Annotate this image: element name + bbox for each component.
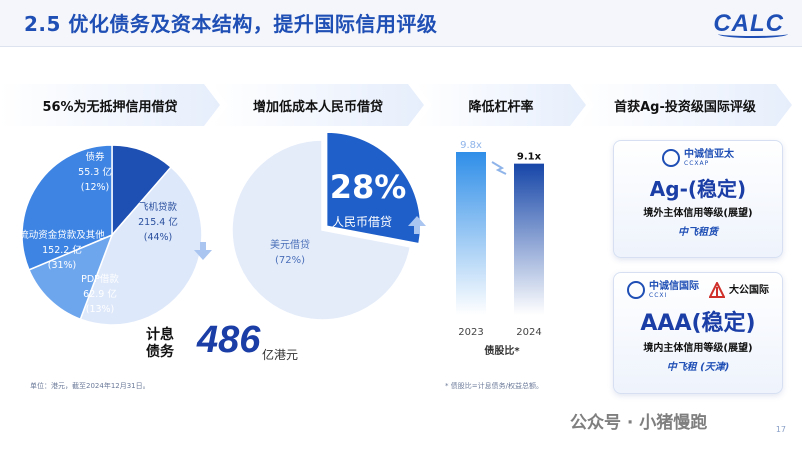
section-header-rmb: 增加低成本人民币借贷 [212,84,424,126]
pie1-slice-3 [21,144,113,271]
title-bar [0,0,802,46]
pie2-slice-0 [325,131,422,245]
rating-entity-ccxap: 中飞租赁 [678,227,718,238]
dagong-logo-icon [709,282,725,298]
pie1-label-2-1: 62.9 亿 [83,288,117,300]
bar-value-2024: 9.1x [517,152,542,163]
rating-value-ccxi: AAA(稳定) [640,311,756,336]
up-arrow-icon [408,216,426,234]
rating-value-ccxap: Ag-(稳定) [649,177,747,201]
pie1-slice-0 [111,144,173,238]
pie1-label-0-0: 债券 [85,151,105,163]
footnote-right: * 债股比=计息债务/权益总额。 [445,382,543,390]
section-label-leverage: 降低杠杆率 [468,99,534,115]
agency-name-ccxap: 中诚信亚太 [684,149,734,160]
agency-text-ccxi: 中诚信国际 CCXI [649,281,699,299]
rating-card-ccxap: 中诚信亚太 CCXAP Ag-(稳定) 境外主体信用等级(展望) 中飞租赁 [613,140,783,258]
total-debt-label-line1: 计息 [146,327,174,343]
logo-swoosh-icon [718,30,788,38]
agency-text-ccxap: 中诚信亚太 CCXAP [684,149,734,167]
bar-2024 [514,163,544,315]
agency-name-ccxi: 中诚信国际 [649,281,699,292]
pie1-label-3-0: 流动资金贷款及其他 [19,229,105,241]
agency-en-ccxi: CCXI [649,292,668,299]
total-debt-label-line2: 债务 [146,344,174,360]
rating-card-ccxi: 中诚信国际 CCXI 大公国际 AAA(稳定) 境内主体信用等级(展望) 中飞租… [613,272,783,394]
pie1-label-1-0: 飞机贷款 [139,201,178,213]
decline-arrow-icon [491,161,507,175]
page-number: 17 [775,425,786,434]
bar-xlabel: 债股比* [484,344,520,357]
rating-entity-ccxi: 中飞租 (天津) [666,362,730,373]
leverage-bar-chart: 9.8x 2023 9.1x 2024 债股比* [456,140,544,357]
pie1-label-3-1: 152.2 亿 [42,244,82,256]
footnote-left: 单位：港元，截至2024年12月31日。 [30,382,150,390]
rating-desc-ccxi: 境内主体信用等级(展望) [643,343,753,354]
bar-category-2023: 2023 [458,327,483,338]
pie2-usd-percent: (72%) [275,255,305,266]
agency-en-ccxap: CCXAP [684,160,710,167]
pie2-slice-1 [231,139,412,321]
bar-value-2023: 9.8x [460,140,482,151]
pie1-label-2-2: (13%) [86,304,115,315]
agency-name-dagong: 大公国际 [729,284,769,296]
section-label-rmb: 增加低成本人民币借贷 [252,99,383,115]
header-divider [0,46,802,47]
pie1-slice-2 [28,233,114,321]
pie2-rmb-label: 人民币借贷 [332,215,392,229]
watermark: 公众号 · 小猪慢跑 [570,413,708,433]
page-title: 2.5 优化债务及资本结构，提升国际信用评级 [24,12,438,36]
pie1-label-0-1: 55.3 亿 [78,166,112,178]
ccxi-logo-icon [627,281,645,299]
pie1-label-3-2: (31%) [48,260,77,271]
total-debt-value: 486 [197,319,261,361]
down-arrow-icon [194,242,212,260]
pie2-rmb-percent: 28% [330,168,407,206]
bar-category-2024: 2024 [516,327,541,338]
section-header-leverage: 降低杠杆率 [416,84,586,126]
section-header-unsecured: 56%为无抵押信用借贷 [0,84,220,126]
section-label-rating: 首获Ag-投资级国际评级 [614,99,756,115]
agency-row-ccxap: 中诚信亚太 CCXAP [614,149,782,167]
pie2-usd-label: 美元借贷 [270,238,310,251]
total-debt-label: 计息 债务 [146,327,174,361]
pie1-slice-1 [79,165,203,326]
total-debt-unit: 亿港元 [262,348,299,362]
pie1-label-0-2: (12%) [81,182,110,193]
debt-composition-pie: 债券 55.3 亿 (12%) 飞机贷款 215.4 亿 (44%) PDP借款 62.9 亿… [19,144,212,326]
pie1-label-1-1: 215.4 亿 [138,216,178,228]
pie1-label-1-2: (44%) [144,232,173,243]
bar-2023 [456,152,486,315]
ccxap-logo-icon [662,149,680,167]
pie1-label-2-0: PDP借款 [81,273,119,285]
agency-row-ccxi: 中诚信国际 CCXI 大公国际 [614,281,782,299]
section-label-unsecured: 56%为无抵押信用借贷 [42,99,178,115]
rating-desc-ccxap: 境外主体信用等级(展望) [643,208,753,219]
section-header-rating: 首获Ag-投资级国际评级 [578,84,792,126]
